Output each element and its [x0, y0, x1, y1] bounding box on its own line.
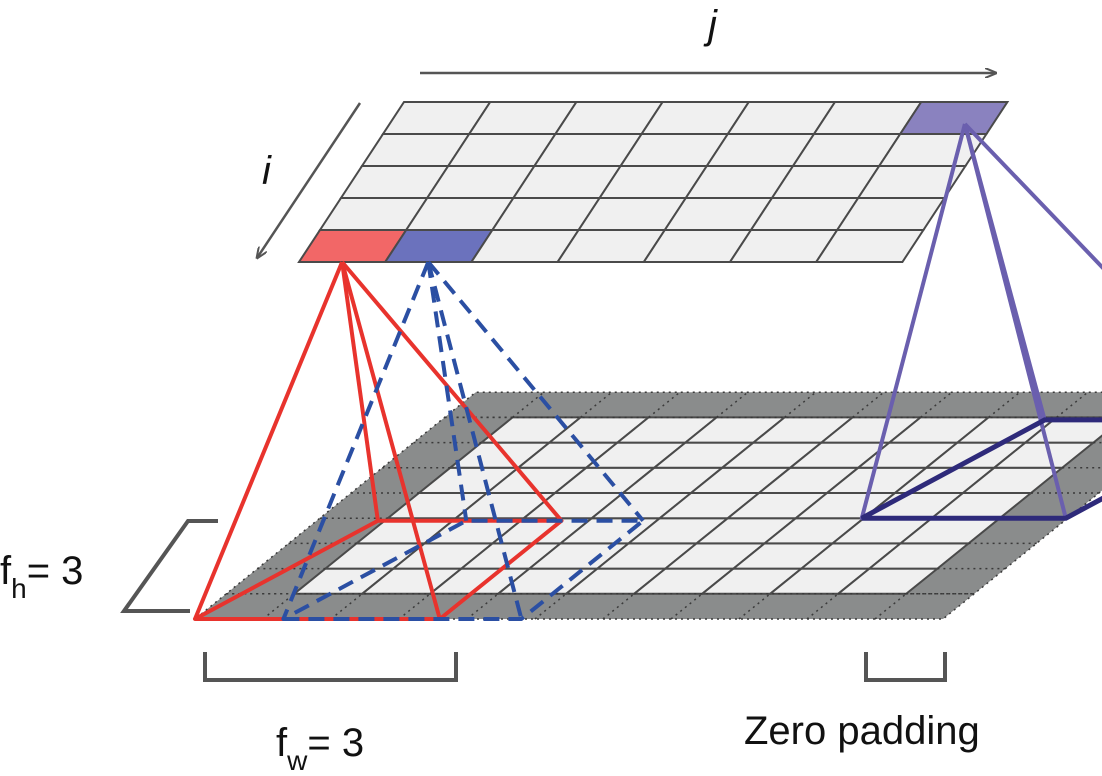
zero-padding-label: Zero padding — [744, 709, 980, 753]
blue-receptive-field-edge — [426, 261, 469, 522]
padding-line — [512, 391, 545, 418]
fw-main: f — [276, 721, 288, 765]
padding-line — [330, 593, 363, 620]
red-receptive-field-edge — [340, 261, 442, 620]
padding-line — [602, 593, 635, 620]
output-cell-purple — [898, 101, 1010, 135]
blue-receptive-field-edge — [281, 261, 431, 620]
padding-line — [580, 391, 613, 418]
i-axis-arrow — [257, 102, 362, 258]
red-receptive-field-edge — [340, 261, 380, 521]
fh-subscript: h — [11, 573, 27, 604]
fw-subscript: w — [286, 745, 308, 776]
fw-label: fw= 3 — [276, 721, 364, 776]
blue-receptive-field-base — [281, 518, 646, 621]
purple-receptive-field-edge — [963, 122, 1102, 270]
blue-receptive-field — [281, 260, 646, 621]
padding-line — [806, 593, 839, 620]
padding-line — [466, 593, 499, 620]
padding-line — [716, 391, 749, 418]
fw-bracket — [203, 652, 458, 682]
receptive-fields — [193, 122, 1102, 621]
padding-line — [534, 593, 567, 620]
j-label: j — [703, 3, 718, 47]
padding-line — [262, 593, 295, 620]
padding-line — [852, 391, 885, 418]
padding-border — [192, 391, 1102, 620]
padding-line — [874, 593, 907, 620]
i-label: i — [262, 149, 272, 193]
zero-padding-bracket — [864, 652, 947, 682]
padding-line — [1056, 391, 1089, 418]
padding-line — [988, 391, 1021, 418]
fh-label: fh= 3 — [0, 549, 83, 604]
purple-receptive-field-edge — [859, 123, 967, 519]
padding-line — [670, 593, 703, 620]
blue-receptive-field-edge — [426, 261, 524, 620]
padding-line — [398, 593, 431, 620]
fh-bracket — [120, 519, 218, 613]
purple-base-outline — [860, 417, 1102, 521]
padding-line — [648, 391, 681, 418]
purple-receptive-field-edge — [962, 123, 1047, 421]
red-receptive-field-edge — [340, 260, 564, 523]
red-receptive-field-edge — [193, 261, 344, 620]
blue-receptive-field-edge — [426, 260, 645, 522]
fw-value: = 3 — [307, 721, 364, 765]
padding-line — [920, 391, 953, 418]
padding-line — [738, 593, 771, 620]
fh-main: f — [0, 549, 12, 593]
output-layer — [297, 101, 1010, 263]
padding-dotted-lines — [192, 391, 1102, 620]
fh-value: = 3 — [27, 549, 84, 593]
padding-line — [784, 391, 817, 418]
